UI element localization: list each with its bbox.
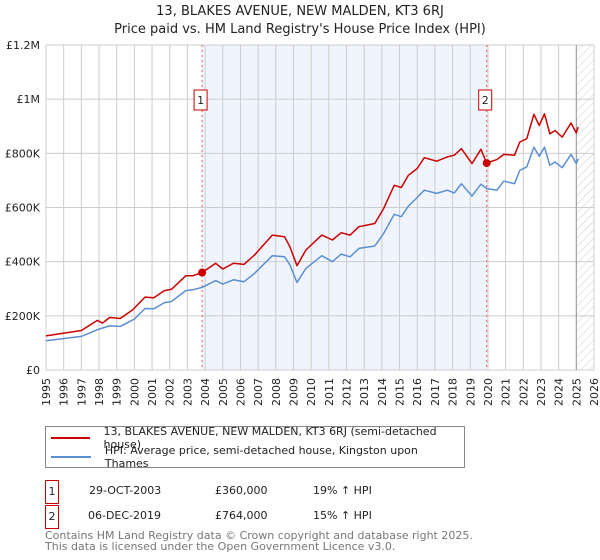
x-tick-label: 2001 <box>146 378 159 406</box>
x-tick-label: 2008 <box>270 378 283 406</box>
sale-number: 1 <box>45 480 59 504</box>
legend-swatch-blue <box>51 456 91 458</box>
legend-label: 13, BLAKES AVENUE, NEW MALDEN, KT3 6RJ (… <box>103 425 437 451</box>
x-tick-label: 2017 <box>429 378 442 406</box>
sale-hpi-change: 19% ↑ HPI <box>313 484 372 497</box>
legend-swatch-red <box>51 437 90 439</box>
sale-date: 06-DEC-2019 <box>88 509 162 522</box>
sale-marker-label: 1 <box>197 94 204 107</box>
x-tick-label: 2005 <box>217 378 230 406</box>
footer-line: Contains HM Land Registry data © Crown c… <box>45 529 473 542</box>
x-tick-label: 2018 <box>447 378 460 406</box>
x-tick-label: 2014 <box>376 378 389 406</box>
sale-date: 29-OCT-2003 <box>89 484 162 497</box>
x-tick-label: 2020 <box>482 378 495 406</box>
x-tick-label: 2026 <box>588 378 600 406</box>
legend: 13, BLAKES AVENUE, NEW MALDEN, KT3 6RJ (… <box>45 425 465 470</box>
sale-marker-box <box>193 89 208 111</box>
x-tick-label: 2007 <box>252 378 265 406</box>
x-tick-label: 2000 <box>128 378 141 406</box>
x-tick-label: 2011 <box>323 378 336 406</box>
sale-price: £764,000 <box>215 509 268 522</box>
x-tick-label: 2006 <box>234 378 247 406</box>
x-tick-label: 2016 <box>411 378 424 406</box>
x-tick-label: 2013 <box>358 378 371 406</box>
x-tick-label: 2022 <box>517 378 530 406</box>
property-price-line <box>45 113 579 337</box>
footer: Contains HM Land Registry data © Crown c… <box>45 530 473 552</box>
y-tick-label: £800K <box>5 147 41 160</box>
x-tick-label: 1998 <box>93 378 106 406</box>
x-tick-label: 2003 <box>181 378 194 406</box>
sale-row: 1 29-OCT-2003 £360,000 19% ↑ HPI <box>45 480 465 504</box>
sale-marker-box <box>478 89 493 111</box>
legend-item-property: 13, BLAKES AVENUE, NEW MALDEN, KT3 6RJ (… <box>46 425 464 451</box>
x-tick-label: 2012 <box>341 378 354 406</box>
legend-item-hpi: HPI: Average price, semi-detached house,… <box>46 444 464 470</box>
sale-marker-label: 2 <box>482 94 489 107</box>
plot-area: 1995 1996 1997 1998 1999 2000 2001 2002 2003 2004… <box>5 39 600 406</box>
sale-row: 2 06-DEC-2019 £764,000 15% ↑ HPI <box>45 505 465 529</box>
hpi-line <box>45 146 579 342</box>
chart-title: 13, BLAKES AVENUE, NEW MALDEN, KT3 6RJ <box>156 4 444 19</box>
footer-line: This data is licensed under the Open Gov… <box>45 540 396 553</box>
x-tick-label: 2002 <box>164 378 177 406</box>
y-tick-label: £200K <box>5 310 41 323</box>
y-tick-label: £400K <box>5 256 41 269</box>
x-tick-label: 2004 <box>199 378 212 406</box>
x-tick-label: 2024 <box>553 378 566 406</box>
x-tick-label: 1999 <box>111 378 124 406</box>
sale-point <box>198 268 207 277</box>
x-tick-label: 2010 <box>305 378 318 406</box>
y-tick-label: £0 <box>26 364 40 377</box>
x-tick-label: 1997 <box>75 378 88 406</box>
x-tick-label: 2015 <box>394 378 407 406</box>
x-tick-label: 2019 <box>464 378 477 406</box>
y-tick-label: £1.2M <box>6 39 40 52</box>
x-tick-label: 1996 <box>58 378 71 406</box>
sale-point <box>482 159 491 168</box>
chart-subtitle: Price paid vs. HM Land Registry's House … <box>114 22 486 37</box>
sale-hpi-change: 15% ↑ HPI <box>313 509 372 522</box>
legend-label: HPI: Average price, semi-detached house,… <box>104 444 418 470</box>
y-tick-label: £1M <box>17 93 41 106</box>
x-tick-label: 1995 <box>40 378 53 406</box>
sale-price: £360,000 <box>215 484 268 497</box>
y-tick-label: £600K <box>5 202 41 215</box>
x-tick-label: 2023 <box>535 378 548 406</box>
sale-number: 2 <box>45 505 59 529</box>
x-tick-label: 2009 <box>287 378 300 406</box>
x-tick-label: 2021 <box>500 378 513 406</box>
x-tick-label: 2025 <box>570 378 583 406</box>
